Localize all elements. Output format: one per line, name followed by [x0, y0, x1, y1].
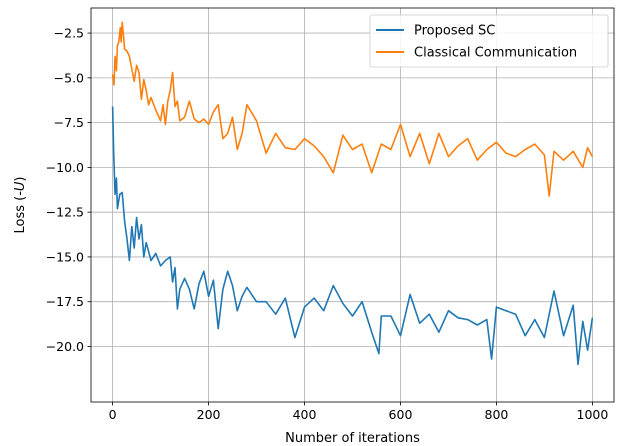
x-tick-label: 0: [109, 407, 117, 422]
legend-label-classical-communication: Classical Communication: [414, 46, 577, 61]
y-tick-label: −17.5: [46, 294, 84, 309]
legend-label-proposed-sc: Proposed SC: [414, 24, 495, 39]
y-tick-label: −10.0: [46, 160, 84, 175]
series-line-proposed-sc: [111, 106, 594, 366]
legend-box: [369, 14, 609, 68]
x-tick-label: 200: [197, 407, 221, 422]
y-axis-label-prefix: Loss (: [13, 196, 28, 234]
y-axis-label-variable: -U: [13, 181, 28, 196]
x-tick-label: 1000: [577, 407, 609, 422]
x-axis-label: Number of iterations: [285, 431, 420, 446]
y-tick-label: −2.5: [54, 26, 84, 41]
x-tick-label: 600: [389, 407, 413, 422]
y-tick-label: −15.0: [46, 249, 84, 264]
y-axis-label-suffix: ): [13, 176, 28, 181]
x-tick-label: 800: [485, 407, 509, 422]
series-line-classical-communication: [111, 21, 594, 197]
y-axis-label: Loss (-U): [13, 176, 28, 233]
y-tick-label: −7.5: [54, 115, 84, 130]
legend: Proposed SC Classical Communication: [369, 14, 609, 68]
plot-lines: [111, 21, 594, 366]
y-tick-label: −20.0: [46, 339, 84, 354]
y-tick-label: −5.0: [54, 70, 84, 85]
axes-frame: [90, 7, 615, 403]
grid-lines: [91, 8, 614, 402]
y-axis-ticks: −2.5 −5.0 −7.5 −10.0 −12.5 −15.0 −17.5 −20.0: [46, 26, 91, 354]
x-tick-label: 400: [293, 407, 317, 422]
x-axis-ticks: 0 200 400 600 800 1000: [109, 402, 609, 422]
y-tick-label: −12.5: [46, 205, 84, 220]
